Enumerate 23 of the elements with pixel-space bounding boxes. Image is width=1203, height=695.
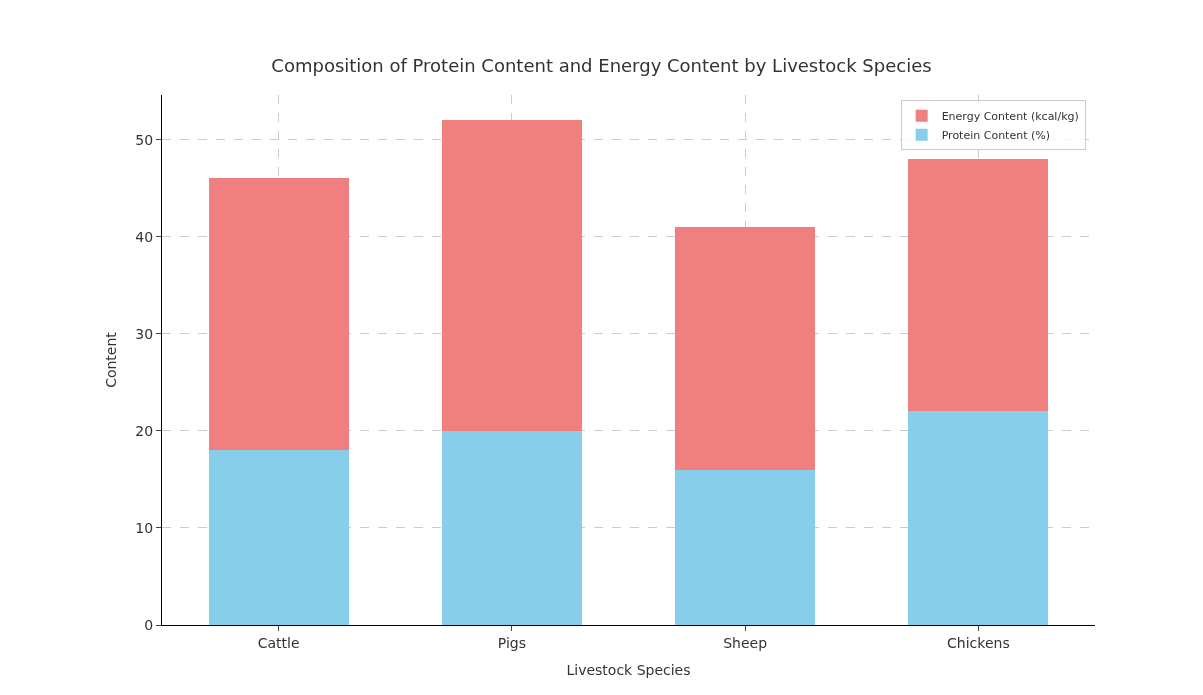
y-tick-label: 30 [135,325,154,342]
bar [908,159,1049,412]
x-tick-label: Cattle [257,634,300,651]
x-tick-label: Sheep [723,634,768,651]
x-axis-title: Livestock Species [566,662,691,679]
bar [208,450,349,625]
bar [208,178,349,451]
bar [675,227,816,470]
y-tick-label: 40 [135,228,154,245]
y-tick-label: 50 [135,131,154,148]
legend-label: Energy Content (kcal/kg) [941,110,1079,124]
bar [675,469,816,625]
x-tick-label: Pigs [497,634,526,651]
y-tick-label: 10 [135,519,154,536]
legend-label: Protein Content (%) [941,129,1051,143]
bar [441,120,582,431]
bar [908,411,1049,625]
y-tick-label: 0 [144,616,154,633]
y-tick-label: 20 [135,422,154,439]
bar [441,430,582,625]
chart-title: Composition of Protein Content and Energy Content by Livestock Species [271,55,932,77]
y-axis-title: Content [102,331,119,388]
x-tick-label: Chickens [947,634,1010,651]
